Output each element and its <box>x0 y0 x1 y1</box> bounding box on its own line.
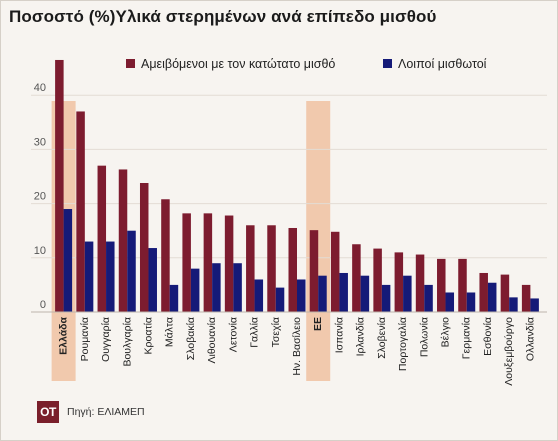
legend-label-min-wage: Αμειβόμενοι με τον κατώτατο μισθό <box>141 57 336 71</box>
bar-min-wage-6 <box>182 213 191 312</box>
x-tick-label: Ην. Βασίλειο <box>291 317 303 376</box>
x-tick-label: Ρουμανία <box>79 317 91 361</box>
bar-min-wage-5 <box>161 199 170 312</box>
x-tick-label: Γαλλία <box>249 317 261 348</box>
y-tick-label: 20 <box>34 191 46 203</box>
x-tick-label: Κροατία <box>142 317 154 354</box>
bar-other-14 <box>360 275 370 312</box>
y-tick-label: 30 <box>34 136 46 148</box>
x-tick-label: Σλοβακία <box>185 317 197 360</box>
bar-min-wage-17 <box>415 254 425 312</box>
x-tick-label: Τσεχία <box>270 317 282 347</box>
bar-other-16 <box>403 275 412 312</box>
y-tick-label: 10 <box>34 245 46 257</box>
x-tick-label: Πορτογαλία <box>397 317 409 371</box>
bar-min-wage-19 <box>458 258 467 312</box>
bar-other-18 <box>445 292 455 312</box>
bar-other-1 <box>84 241 94 312</box>
x-tick-label: Μάλτα <box>164 317 176 347</box>
bar-other-10 <box>275 287 285 312</box>
bar-other-15 <box>381 284 391 312</box>
x-tick-label: Σλοβενία <box>376 317 388 359</box>
bar-other-20 <box>487 282 497 312</box>
legend-label-other: Λοιποί μισθωτοί <box>398 57 487 71</box>
bar-min-wage-20 <box>479 272 488 312</box>
chart-title: Ποσοστό (%)Υλικά στερημένων ανά επίπεδο … <box>9 7 437 26</box>
x-tick-label: Ουγγαρία <box>100 317 112 362</box>
bar-min-wage-21 <box>500 274 510 312</box>
bar-min-wage-10 <box>267 225 276 312</box>
legend-swatch-min-wage <box>126 59 135 69</box>
bar-min-wage-15 <box>373 248 382 312</box>
bar-min-wage-16 <box>394 252 404 312</box>
legend-item-other: Λοιποί μισθωτοί <box>383 57 486 71</box>
bar-other-5 <box>169 284 179 312</box>
bar-min-wage-12 <box>309 230 319 312</box>
x-tick-label: Λετονία <box>227 317 239 352</box>
bar-min-wage-8 <box>224 215 234 312</box>
bar-min-wage-0 <box>55 59 64 312</box>
bar-min-wage-4 <box>139 183 149 312</box>
bar-other-7 <box>212 263 221 312</box>
bar-min-wage-11 <box>288 227 297 312</box>
bar-min-wage-13 <box>330 231 340 312</box>
legend-item-min-wage: Αμειβόμενοι με τον κατώτατο μισθό <box>126 57 335 71</box>
bar-min-wage-9 <box>246 225 255 312</box>
x-tick-label: Ελλάδα <box>58 316 70 354</box>
legend-swatch-other <box>383 59 392 69</box>
y-tick-label: 40 <box>34 82 46 94</box>
bar-min-wage-2 <box>97 165 107 312</box>
x-tick-label: Βουλγαρία <box>121 317 133 367</box>
bar-min-wage-22 <box>521 284 531 312</box>
x-tick-label: Εσθονία <box>482 317 494 356</box>
bar-min-wage-7 <box>203 213 213 312</box>
x-tick-label: Ολλανδία <box>524 317 536 361</box>
bar-other-4 <box>148 248 157 312</box>
bar-other-12 <box>318 275 327 312</box>
source-note: Πηγή: ΕΛΙΑΜΕΠ <box>67 406 145 418</box>
x-tick-label: ΕΕ <box>312 317 324 331</box>
bar-other-22 <box>530 298 539 312</box>
bar-min-wage-18 <box>437 258 446 312</box>
bar-other-13 <box>339 272 348 312</box>
bar-other-6 <box>190 268 200 312</box>
bar-min-wage-1 <box>76 111 85 313</box>
x-tick-label: Πολωνία <box>418 317 430 357</box>
bar-other-9 <box>254 279 264 312</box>
bar-other-3 <box>127 230 136 312</box>
bar-other-17 <box>424 284 433 312</box>
bar-other-2 <box>106 241 115 312</box>
bar-min-wage-14 <box>352 244 361 312</box>
x-tick-label: Λιθουανία <box>206 317 218 364</box>
x-tick-label: Λουξεμβούργο <box>503 317 515 386</box>
x-tick-label: Ισπανία <box>333 317 345 353</box>
x-tick-label: Ιρλανδία <box>355 317 367 356</box>
bar-other-8 <box>233 263 242 312</box>
x-tick-label: Βέλγιο <box>440 317 452 348</box>
bar-other-19 <box>466 292 476 312</box>
y-tick-label: 0 <box>40 299 46 311</box>
bar-min-wage-3 <box>118 169 128 312</box>
bar-other-0 <box>63 209 73 312</box>
ot-logo: OT <box>37 401 59 423</box>
bar-other-21 <box>509 297 518 312</box>
bar-other-11 <box>297 279 306 312</box>
x-tick-label: Γερμανία <box>461 317 473 359</box>
